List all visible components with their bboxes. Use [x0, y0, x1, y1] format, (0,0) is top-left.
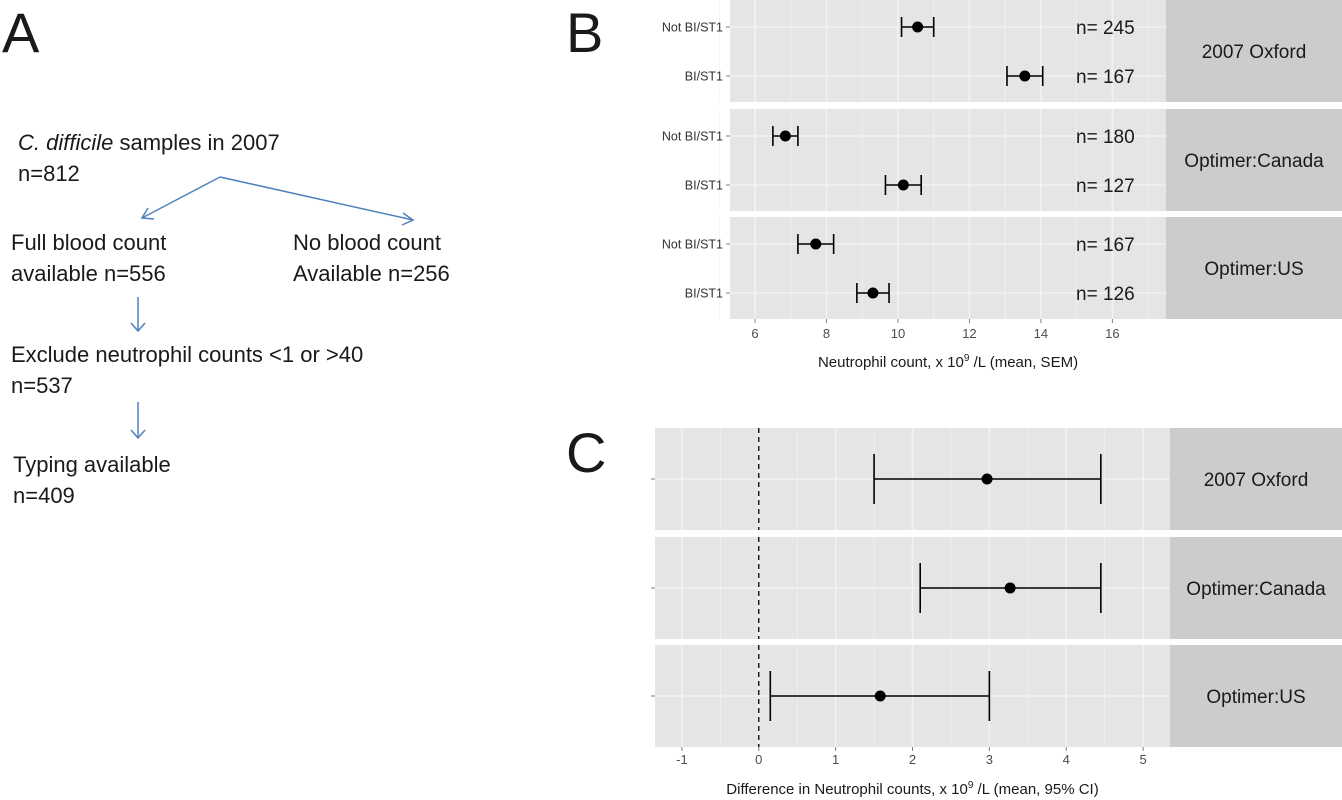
samples-title: C. difficile samples in 2007 — [18, 127, 280, 158]
y-tick-label: Not BI/ST1 — [662, 21, 723, 35]
n-label: n= 167 — [1076, 235, 1135, 256]
x-tick-label: 6 — [751, 326, 758, 341]
n-label: n= 245 — [1076, 18, 1135, 39]
typing-line1: Typing available — [13, 452, 171, 477]
panel-background — [730, 109, 1166, 211]
arrow-to-full-count — [140, 176, 221, 220]
mean-point — [897, 179, 909, 191]
exclude-line2: n=537 — [11, 373, 73, 398]
typing-box: Typing available n=409 — [13, 449, 171, 511]
panel-letter-b: B — [566, 1, 604, 64]
n-label: n= 126 — [1076, 284, 1135, 305]
x-tick-label: 10 — [891, 326, 905, 341]
species-name: C. difficile — [18, 130, 114, 155]
strip-background — [1166, 109, 1342, 211]
full-blood-count-line2: available n=556 — [11, 261, 166, 286]
samples-box: C. difficile samples in 2007 n=812 — [18, 127, 280, 189]
strip-label-optimer-canada: Optimer:Canada — [1186, 579, 1326, 600]
y-tick-label: Not BI/ST1 — [662, 238, 723, 252]
y-tick-label: BI/ST1 — [685, 70, 723, 84]
y-tick-label: Not BI/ST1 — [662, 130, 723, 144]
x-tick-label: 3 — [986, 752, 993, 767]
panel-letter-a: A — [2, 1, 40, 64]
x-tick-label: 2 — [909, 752, 916, 767]
y-tick-label: BI/ST1 — [685, 287, 723, 301]
y-tick-label: BI/ST1 — [685, 179, 723, 193]
x-tick-label: 0 — [755, 752, 762, 767]
samples-title-rest: samples in 2007 — [113, 130, 280, 155]
mean-point — [810, 238, 822, 250]
x-tick-label: 8 — [823, 326, 830, 341]
n-label: n= 167 — [1076, 67, 1135, 88]
exclude-line1: Exclude neutrophil counts <1 or >40 — [11, 342, 364, 367]
x-tick-label: 12 — [962, 326, 976, 341]
strip-background — [1170, 645, 1342, 747]
strip-label-optimer-canada: Optimer:Canada — [1184, 151, 1324, 172]
flowchart-arrows — [130, 176, 415, 440]
samples-count: n=812 — [18, 161, 80, 186]
arrow-to-typing — [130, 402, 146, 440]
strip-label-optimer-us: Optimer:US — [1206, 687, 1305, 708]
exclude-box: Exclude neutrophil counts <1 or >40 n=53… — [11, 339, 363, 401]
strip-label-optimer-us: Optimer:US — [1204, 259, 1303, 280]
n-label: n= 127 — [1076, 176, 1135, 197]
arrow-to-no-count — [219, 176, 415, 226]
mean-point — [1004, 582, 1016, 594]
x-tick-label: 14 — [1034, 326, 1048, 341]
mean-point — [1019, 70, 1031, 82]
full-blood-count-box: Full blood count available n=556 — [11, 227, 166, 289]
mean-point — [981, 473, 993, 485]
x-tick-label: 4 — [1063, 752, 1070, 767]
no-blood-count-box: No blood count Available n=256 — [293, 227, 450, 289]
mean-point — [779, 130, 791, 142]
x-tick-label: 5 — [1139, 752, 1146, 767]
panel-background — [655, 645, 1170, 747]
strip-label-2007-oxford: 2007 Oxford — [1204, 470, 1309, 491]
strip-background — [1170, 537, 1342, 639]
n-label: n= 180 — [1076, 127, 1135, 148]
full-blood-count-line1: Full blood count — [11, 230, 167, 255]
mean-point — [867, 287, 879, 299]
no-blood-count-line2: Available n=256 — [293, 261, 450, 286]
strip-label-2007-oxford: 2007 Oxford — [1202, 42, 1307, 63]
x-tick-label: -1 — [676, 752, 688, 767]
strip-background — [1170, 428, 1342, 530]
typing-line2: n=409 — [13, 483, 75, 508]
panel-background — [730, 217, 1166, 319]
arrow-to-exclude — [130, 297, 146, 333]
x-tick-label: 16 — [1105, 326, 1119, 341]
strip-background — [1166, 0, 1342, 102]
panel-background — [730, 0, 1166, 102]
x-axis-label: Neutrophil count, x 109 /L (mean, SEM) — [818, 353, 1078, 371]
no-blood-count-line1: No blood count — [293, 230, 441, 255]
mean-point — [912, 21, 924, 33]
strip-background — [1166, 217, 1342, 319]
x-axis-label: Difference in Neutrophil counts, x 109 /… — [726, 780, 1098, 798]
panel-background — [655, 428, 1170, 530]
mean-point — [874, 690, 886, 702]
x-tick-label: 1 — [832, 752, 839, 767]
panel-letter-c: C — [566, 421, 607, 484]
panel-background — [655, 537, 1170, 639]
